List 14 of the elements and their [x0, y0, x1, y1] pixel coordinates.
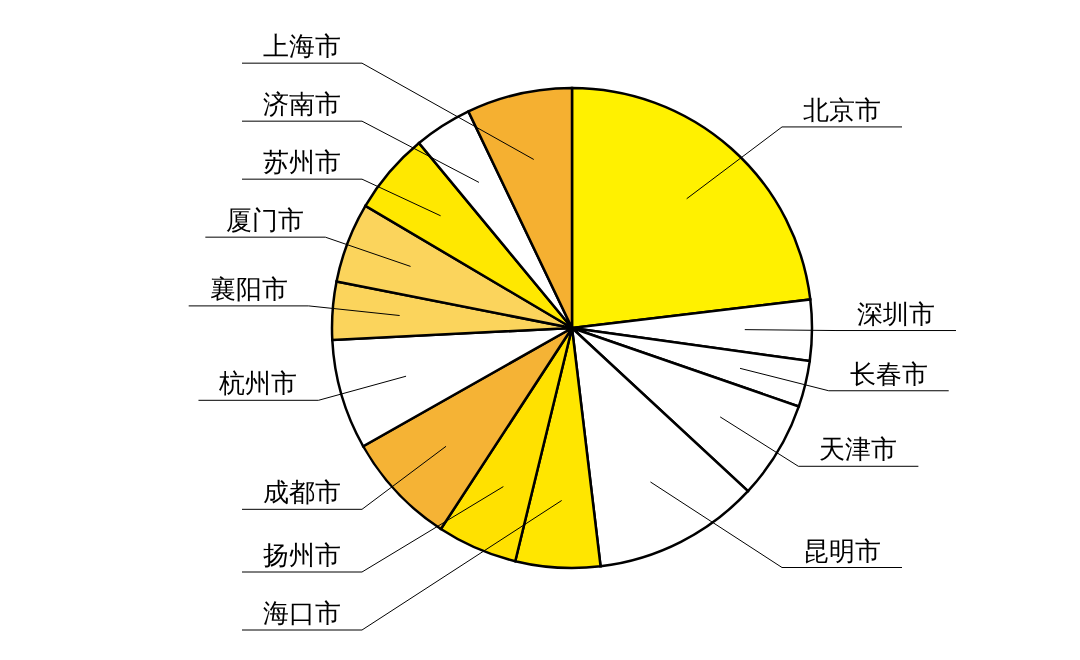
slice-label: 苏州市: [263, 147, 341, 178]
slice-label: 成都市: [263, 477, 341, 508]
slice-label: 深圳市: [856, 298, 935, 329]
slice-label: 北京市: [803, 94, 881, 125]
slice-label: 济南市: [263, 89, 341, 120]
slice-label: 扬州市: [263, 540, 341, 570]
slice-label: 海口市: [263, 598, 341, 628]
slice-label: 长春市: [849, 358, 928, 389]
slice-label: 襄阳市: [209, 273, 288, 304]
slice-label: 厦门市: [226, 205, 305, 236]
slice-label: 上海市: [263, 31, 341, 62]
slice-label: 昆明市: [803, 535, 881, 566]
slice-label: 杭州市: [218, 368, 298, 399]
slice-label: 天津市: [819, 434, 898, 465]
